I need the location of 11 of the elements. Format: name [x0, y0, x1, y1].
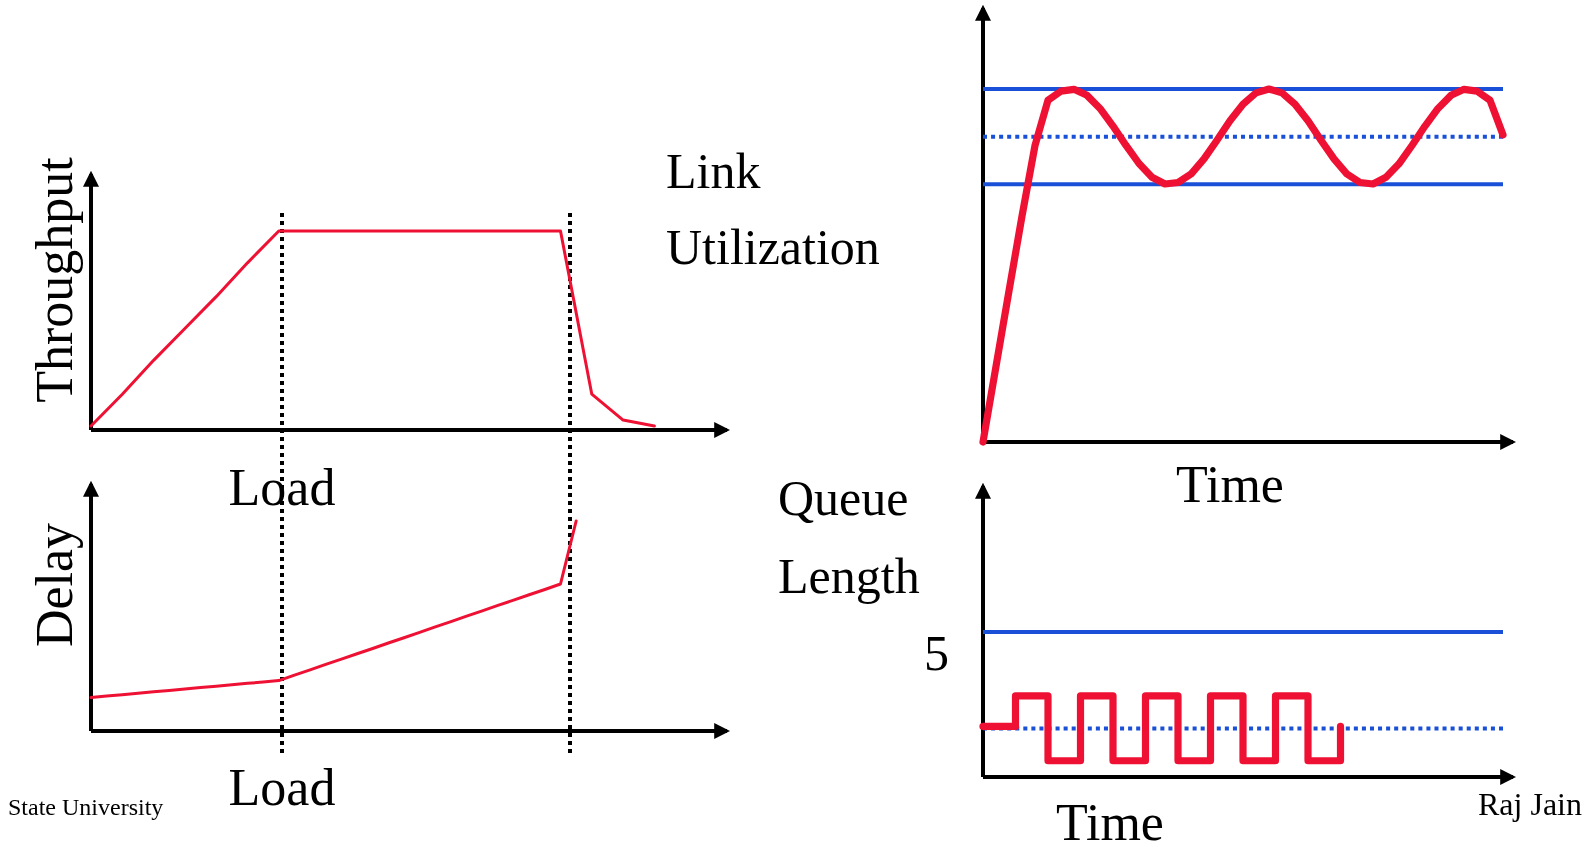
y-axis-title: Delay [25, 522, 83, 648]
text: 5 [924, 625, 949, 681]
x-axis-title: Time [1056, 794, 1164, 847]
text: Raj Jain [1478, 786, 1582, 822]
y-axis-title: Throughput [25, 156, 83, 403]
x-axis-title: Load [228, 459, 336, 516]
text: State University [8, 794, 164, 820]
x-axis-title: Load [228, 759, 336, 816]
y-axis-title: Link Utilization [666, 143, 880, 275]
y-axis-title: Queue Length [778, 470, 920, 604]
x-axis-title: Time [1176, 456, 1284, 513]
